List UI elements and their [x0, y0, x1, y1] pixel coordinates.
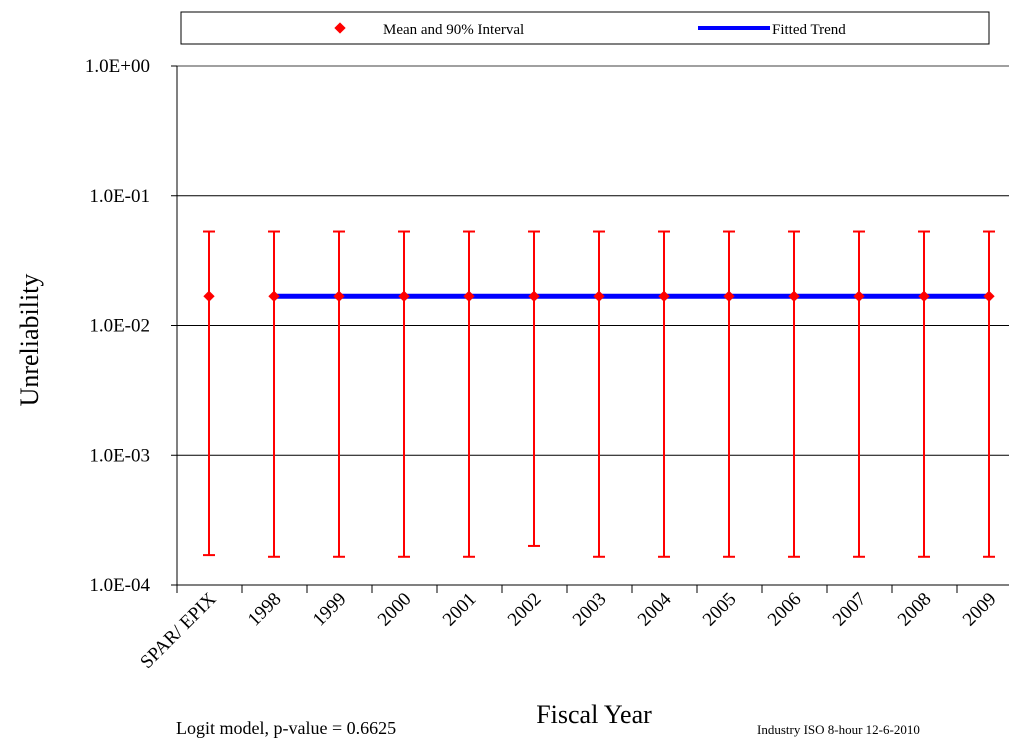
- y-tick-label: 1.0E+00: [85, 56, 150, 77]
- x-tick-label: 2008: [894, 589, 936, 631]
- legend-box: [180, 11, 990, 45]
- mean-point: [983, 290, 995, 302]
- mean-series: [203, 290, 995, 302]
- x-tick-labels: SPAR/ EPIX 1998 1999 2000 2001 2002 2003 2004 20…: [136, 585, 1001, 673]
- y-tick-label: 1.0E-02: [89, 316, 150, 337]
- x-tick-label: SPAR/ EPIX: [136, 588, 220, 672]
- x-tick-label: 2000: [374, 589, 416, 631]
- x-axis-title: Fiscal Year: [536, 700, 652, 729]
- x-tick-label: 2001: [439, 589, 481, 631]
- x-tick-label: 2005: [699, 589, 741, 631]
- x-tick-label: 2007: [829, 589, 871, 631]
- mean-point: [333, 290, 345, 302]
- mean-point: [853, 290, 865, 302]
- x-tick-label: 2003: [569, 589, 611, 631]
- mean-point: [788, 290, 800, 302]
- grid: [171, 65, 1009, 586]
- x-tick-label: 1999: [309, 589, 351, 631]
- y-tick-labels: 1.0E+00 1.0E-01 1.0E-02 1.0E-03 1.0E-04: [85, 56, 151, 596]
- source-annotation: Industry ISO 8-hour 12-6-2010: [757, 722, 920, 737]
- mean-point: [268, 290, 280, 302]
- legend: Mean and 90% Interval Fitted Trend: [180, 11, 990, 45]
- x-tick-label: 2009: [959, 589, 1001, 631]
- x-tick-label: 2004: [634, 588, 676, 630]
- mean-point: [658, 290, 670, 302]
- x-tick-label: 1998: [244, 589, 286, 631]
- y-axis-title: Unreliability: [15, 274, 44, 407]
- mean-point: [528, 290, 540, 302]
- x-tick-label: 2006: [764, 589, 806, 631]
- interval-series: [203, 230, 995, 558]
- mean-point: [918, 290, 930, 302]
- legend-mean-label: Mean and 90% Interval: [383, 22, 524, 38]
- mean-point: [398, 290, 410, 302]
- mean-point: [203, 290, 215, 302]
- y-tick-label: 1.0E-03: [89, 445, 150, 466]
- mean-point: [463, 290, 475, 302]
- y-tick-label: 1.0E-01: [89, 186, 150, 207]
- mean-point: [593, 290, 605, 302]
- legend-trend-label: Fitted Trend: [772, 22, 846, 38]
- y-tick-label: 1.0E-04: [89, 575, 150, 596]
- model-annotation: Logit model, p-value = 0.6625: [176, 718, 396, 738]
- x-tick-label: 2002: [504, 589, 546, 631]
- mean-point: [723, 290, 735, 302]
